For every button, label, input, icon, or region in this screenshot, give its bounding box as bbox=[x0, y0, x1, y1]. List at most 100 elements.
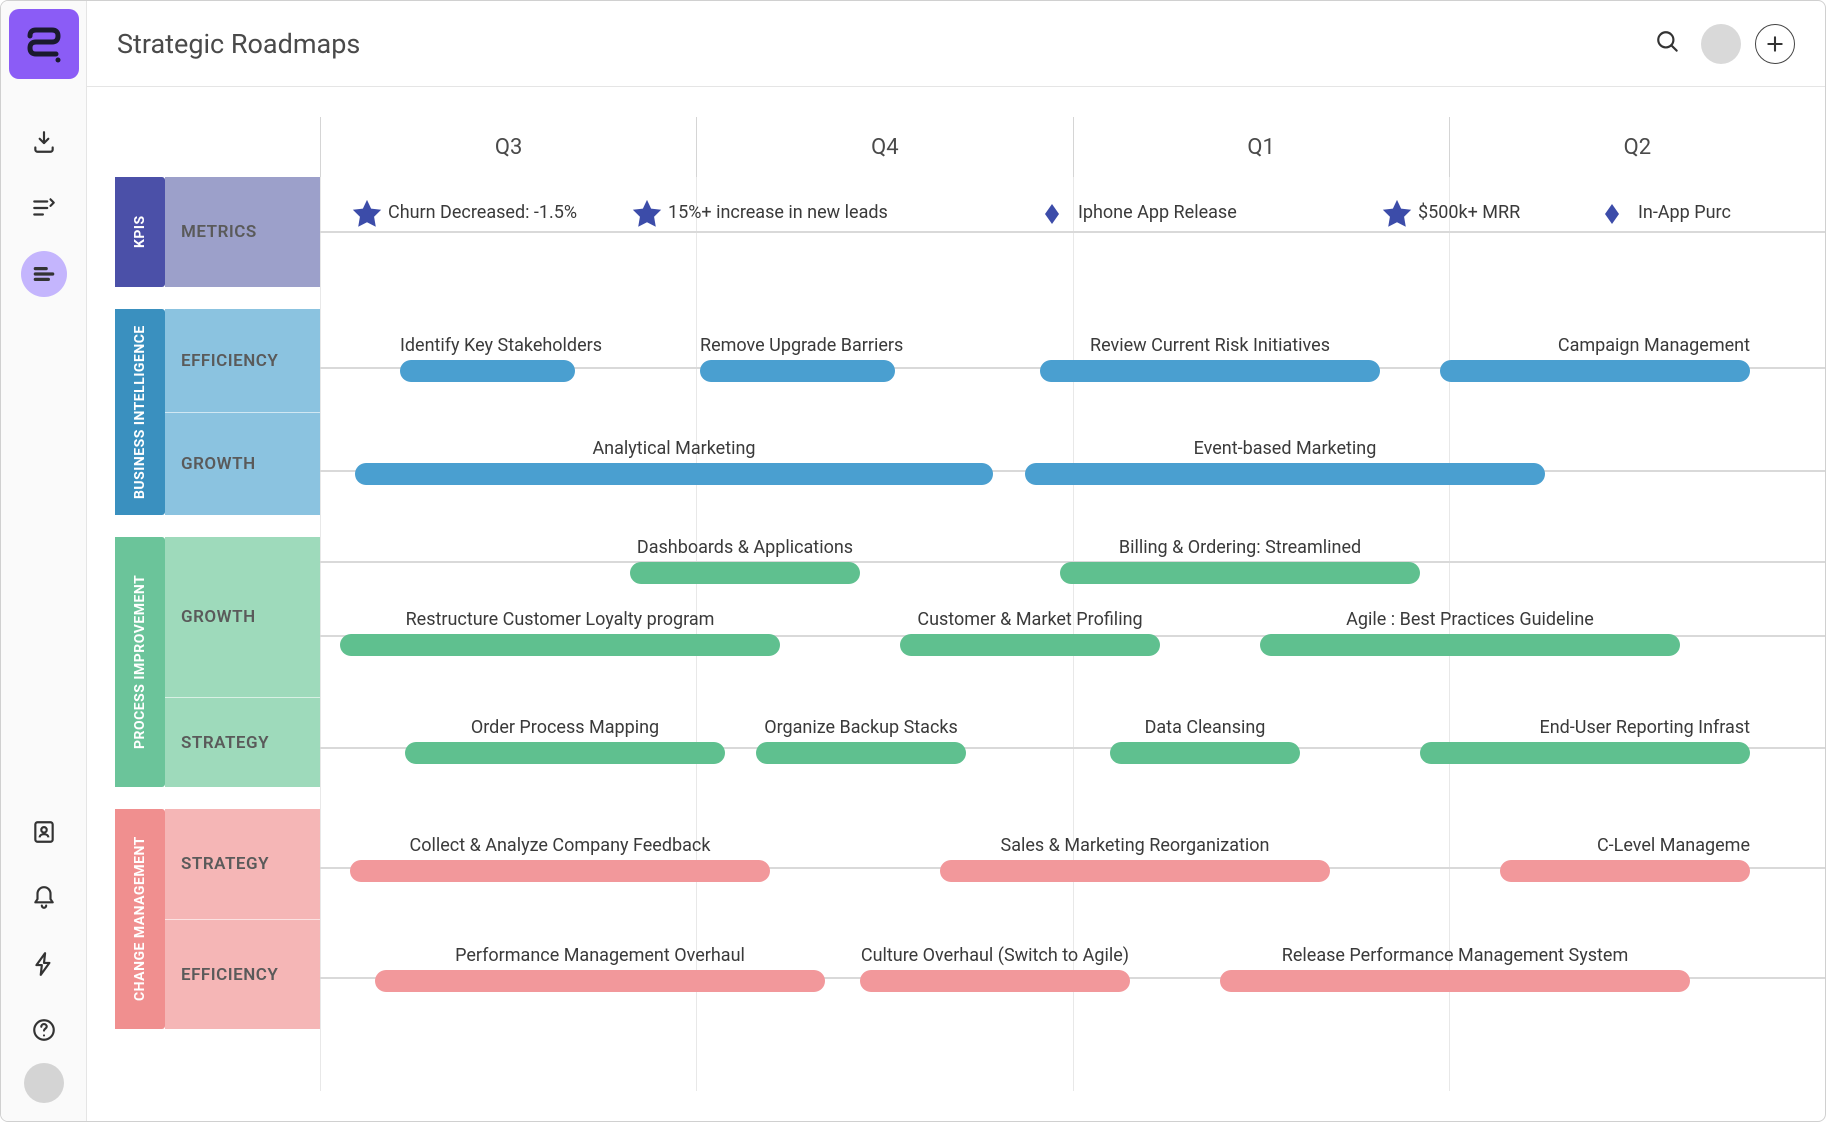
roadmap-bar[interactable]: Customer & Market Profiling bbox=[900, 609, 1160, 656]
bar-label: Analytical Marketing bbox=[355, 438, 993, 459]
bar-label: Event-based Marketing bbox=[1025, 438, 1545, 459]
quarters-header: Q3Q4Q1Q2 bbox=[320, 117, 1825, 177]
milestone[interactable]: $500k+ MRR bbox=[1380, 197, 1520, 227]
swimlane-tab[interactable]: PROCESS IMPROVEMENT bbox=[115, 537, 165, 787]
swimlane-label-pi: PROCESS IMPROVEMENTGROWTHSTRATEGY bbox=[115, 537, 320, 787]
bar-fill bbox=[355, 463, 993, 485]
milestone-label: Churn Decreased: -1.5% bbox=[388, 202, 577, 223]
roadmap-bar[interactable]: Remove Upgrade Barriers bbox=[700, 335, 895, 382]
bar-label: Campaign Management bbox=[1440, 335, 1750, 356]
roadmap-bar[interactable]: Release Performance Management System bbox=[1220, 945, 1690, 992]
milestone[interactable]: 15%+ increase in new leads bbox=[630, 197, 888, 227]
bar-fill bbox=[1110, 742, 1300, 764]
milestone-label: In-App Purc bbox=[1638, 202, 1731, 223]
bar-fill bbox=[630, 562, 860, 584]
roadmap-icon[interactable] bbox=[21, 251, 67, 297]
bar-fill bbox=[860, 970, 1130, 992]
milestone[interactable]: Churn Decreased: -1.5% bbox=[350, 197, 577, 227]
bar-label: End-User Reporting Infrast bbox=[1420, 717, 1750, 738]
roadmap-bar[interactable]: Event-based Marketing bbox=[1025, 438, 1545, 485]
sublane-pi-growth: Dashboards & Applications Billing & Order… bbox=[320, 537, 1825, 697]
bar-fill bbox=[900, 634, 1160, 656]
roadmap-bar[interactable]: Data Cleansing bbox=[1110, 717, 1300, 764]
swimlane-kpis: Churn Decreased: -1.5% 15%+ increase in n… bbox=[320, 177, 1825, 287]
quarter-header: Q2 bbox=[1449, 117, 1825, 177]
list-icon[interactable] bbox=[21, 185, 67, 231]
contacts-icon[interactable] bbox=[21, 809, 67, 855]
quarter-header: Q4 bbox=[696, 117, 1072, 177]
swimlane-label-cm: CHANGE MANAGEMENTSTRATEGYEFFICIENCY bbox=[115, 809, 320, 1029]
bar-label: Customer & Market Profiling bbox=[900, 609, 1160, 630]
bell-icon[interactable] bbox=[21, 875, 67, 921]
bar-fill bbox=[1060, 562, 1420, 584]
sublane-label[interactable]: METRICS bbox=[165, 177, 320, 287]
bar-label: Data Cleansing bbox=[1110, 717, 1300, 738]
user-avatar-sidebar[interactable] bbox=[24, 1063, 64, 1103]
roadmap-bar[interactable]: C-Level Manageme bbox=[1500, 835, 1750, 882]
bar-fill bbox=[1260, 634, 1680, 656]
sublane-label[interactable]: EFFICIENCY bbox=[165, 919, 320, 1029]
bar-fill bbox=[1040, 360, 1380, 382]
roadmap-bar[interactable]: Billing & Ordering: Streamlined bbox=[1060, 537, 1420, 584]
roadmap-bar[interactable]: Collect & Analyze Company Feedback bbox=[350, 835, 770, 882]
swimlane-label-kpis: KPISMETRICS bbox=[115, 177, 320, 287]
roadmap-bar[interactable]: Campaign Management bbox=[1440, 335, 1750, 382]
bar-fill bbox=[340, 634, 780, 656]
app-root: Strategic Roadmaps KPISMETRICSBUSINESS I… bbox=[0, 0, 1826, 1122]
bar-fill bbox=[1500, 860, 1750, 882]
sublane-label[interactable]: STRATEGY bbox=[165, 697, 320, 787]
roadmap-bar[interactable]: Order Process Mapping bbox=[405, 717, 725, 764]
sublane-bi-eff: Identify Key Stakeholders Remove Upgrade … bbox=[320, 309, 1825, 412]
add-button[interactable] bbox=[1755, 24, 1795, 64]
bar-label: C-Level Manageme bbox=[1500, 835, 1750, 856]
roadmap-bar[interactable]: Performance Management Overhaul bbox=[375, 945, 825, 992]
sublane-label[interactable]: GROWTH bbox=[165, 537, 320, 697]
quarter-header: Q1 bbox=[1073, 117, 1449, 177]
logo-icon bbox=[22, 22, 66, 66]
roadmap-bar[interactable]: Agile : Best Practices Guideline bbox=[1260, 609, 1680, 656]
swimlane-tab[interactable]: BUSINESS INTELLIGENCE bbox=[115, 309, 165, 515]
download-icon[interactable] bbox=[21, 119, 67, 165]
swimlane-label-bi: BUSINESS INTELLIGENCEEFFICIENCYGROWTH bbox=[115, 309, 320, 515]
swimlane-tab[interactable]: KPIS bbox=[115, 177, 165, 287]
milestone-label: Iphone App Release bbox=[1078, 202, 1237, 223]
roadmap-bar[interactable]: Culture Overhaul (Switch to Agile) bbox=[860, 945, 1130, 992]
milestone-label: 15%+ increase in new leads bbox=[668, 202, 888, 223]
bar-fill bbox=[400, 360, 575, 382]
milestone-label: $500k+ MRR bbox=[1418, 202, 1520, 223]
sublane-label[interactable]: GROWTH bbox=[165, 412, 320, 515]
sublane-cm-strategy: Collect & Analyze Company Feedback Sales … bbox=[320, 809, 1825, 919]
star-icon bbox=[350, 197, 380, 227]
bar-fill bbox=[375, 970, 825, 992]
roadmap-bar[interactable]: Review Current Risk Initiatives bbox=[1040, 335, 1380, 382]
roadmap-bar[interactable]: Dashboards & Applications bbox=[630, 537, 860, 584]
bar-label: Restructure Customer Loyalty program bbox=[340, 609, 780, 630]
roadmap-bar[interactable]: Analytical Marketing bbox=[355, 438, 993, 485]
user-avatar-top[interactable] bbox=[1701, 24, 1741, 64]
roadmap-bar[interactable]: Sales & Marketing Reorganization bbox=[940, 835, 1330, 882]
chart-column: Q3Q4Q1Q2 Churn Decreased: -1.5% 15%+ incr… bbox=[320, 117, 1825, 1091]
swimlane-tab[interactable]: CHANGE MANAGEMENT bbox=[115, 809, 165, 1029]
sublane-bi-growth: Analytical Marketing Event-based Marketin… bbox=[320, 412, 1825, 515]
bar-label: Dashboards & Applications bbox=[630, 537, 860, 558]
roadmap-bar[interactable]: Restructure Customer Loyalty program bbox=[340, 609, 780, 656]
roadmap-bar[interactable]: End-User Reporting Infrast bbox=[1420, 717, 1750, 764]
lightning-icon[interactable] bbox=[21, 941, 67, 987]
bar-fill bbox=[1440, 360, 1750, 382]
roadmap-content: KPISMETRICSBUSINESS INTELLIGENCEEFFICIEN… bbox=[87, 87, 1825, 1121]
help-icon[interactable] bbox=[21, 1007, 67, 1053]
bar-fill bbox=[756, 742, 966, 764]
sublane-label[interactable]: STRATEGY bbox=[165, 809, 320, 919]
roadmap-bar[interactable]: Organize Backup Stacks bbox=[756, 717, 966, 764]
bar-label: Collect & Analyze Company Feedback bbox=[350, 835, 770, 856]
bar-fill bbox=[1025, 463, 1545, 485]
plus-icon bbox=[1765, 34, 1785, 54]
milestone[interactable]: Iphone App Release bbox=[1040, 197, 1237, 227]
sublane-label[interactable]: EFFICIENCY bbox=[165, 309, 320, 412]
bar-fill bbox=[405, 742, 725, 764]
roadmap-bar[interactable]: Identify Key Stakeholders bbox=[400, 335, 575, 382]
swimlane-pi: Dashboards & Applications Billing & Order… bbox=[320, 537, 1825, 787]
app-logo[interactable] bbox=[9, 9, 79, 79]
milestone[interactable]: In-App Purc bbox=[1600, 197, 1731, 227]
search-icon[interactable] bbox=[1649, 23, 1687, 65]
